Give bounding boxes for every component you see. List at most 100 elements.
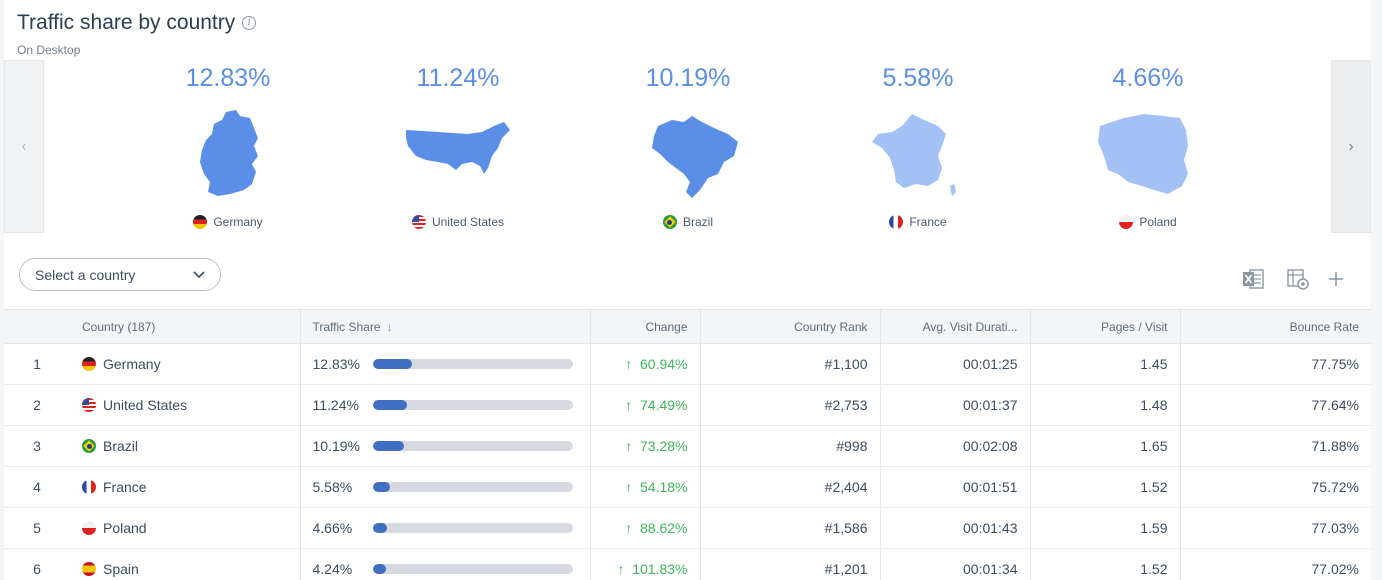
table-row[interactable]: 1 Germany 12.83% ↑ 60.94% #1,100 00:01:25 1.45… bbox=[4, 343, 1371, 385]
country-select[interactable]: Select a country bbox=[19, 258, 221, 291]
share-bar-track bbox=[372, 359, 573, 369]
row-country-rank: #2,404 bbox=[700, 466, 881, 508]
row-pages-per-visit: 1.48 bbox=[1030, 384, 1181, 426]
row-pages-per-visit: 1.52 bbox=[1030, 548, 1181, 580]
table-row[interactable]: 6 Spain 4.24% ↑ 101.83% #1,201 00:01:34 1.52 77… bbox=[4, 548, 1371, 580]
country-rank-column-header[interactable]: Country Rank bbox=[700, 309, 881, 344]
row-country-name[interactable]: Poland bbox=[103, 520, 147, 536]
map-share-value: 5.58% bbox=[882, 64, 954, 92]
map-share-value: 10.19% bbox=[645, 64, 731, 92]
carousel-prev-button[interactable]: ‹ bbox=[4, 60, 44, 233]
table-row[interactable]: 2 United States 11.24% ↑ 74.49% #2,753 00:01:… bbox=[4, 384, 1371, 426]
brazil-map-icon bbox=[652, 116, 738, 198]
row-country[interactable]: France bbox=[70, 466, 301, 508]
change-column-header[interactable]: Change bbox=[590, 309, 701, 344]
row-traffic-share: 11.24% bbox=[300, 384, 591, 426]
chevron-left-icon: ‹ bbox=[21, 137, 27, 155]
germany-flag-icon bbox=[193, 215, 208, 229]
chevron-down-icon bbox=[193, 270, 205, 278]
row-change: ↑ 73.28% bbox=[590, 425, 701, 467]
table-settings-icon[interactable] bbox=[1285, 266, 1311, 292]
pages-per-visit-column-header[interactable]: Pages / Visit bbox=[1030, 309, 1181, 344]
row-change: ↑ 60.94% bbox=[590, 343, 701, 385]
row-country[interactable]: Poland bbox=[70, 507, 301, 549]
table-row[interactable]: 4 France 5.58% ↑ 54.18% #2,404 00:01:51 1.52 75… bbox=[4, 466, 1371, 508]
map-card-france[interactable]: 5.58% France bbox=[808, 60, 1028, 233]
row-country-rank: #2,753 bbox=[700, 384, 881, 426]
spain-flag-icon bbox=[82, 562, 96, 576]
row-country-rank: #1,586 bbox=[700, 507, 881, 549]
arrow-up-icon: ↑ bbox=[625, 397, 633, 413]
add-icon[interactable] bbox=[1323, 266, 1349, 292]
row-rank: 5 bbox=[4, 507, 70, 549]
map-country-label: Brazil bbox=[578, 215, 798, 229]
arrow-up-icon: ↑ bbox=[625, 438, 633, 454]
row-change: ↑ 54.18% bbox=[590, 466, 701, 508]
row-traffic-share: 4.24% bbox=[300, 548, 591, 580]
share-bar-fill bbox=[372, 441, 404, 451]
germany-flag-icon bbox=[82, 357, 96, 371]
row-country[interactable]: Spain bbox=[70, 548, 301, 580]
widget-title-row: Traffic share by country i bbox=[17, 11, 257, 35]
carousel-next-button[interactable]: › bbox=[1331, 60, 1371, 233]
poland-map-icon bbox=[1098, 114, 1188, 194]
row-share-value: 10.19% bbox=[312, 438, 360, 454]
united-states-flag-icon bbox=[411, 215, 426, 229]
france-flag-icon bbox=[889, 215, 904, 229]
row-change: ↑ 88.62% bbox=[590, 507, 701, 549]
share-bar-fill bbox=[372, 359, 412, 369]
share-bar-fill bbox=[372, 523, 387, 533]
row-avg-visit-duration: 00:01:43 bbox=[880, 507, 1031, 549]
rank-column-header bbox=[4, 309, 70, 344]
row-rank: 4 bbox=[4, 466, 70, 508]
share-bar-track bbox=[372, 441, 573, 451]
france-flag-icon bbox=[82, 480, 96, 494]
map-card-brazil[interactable]: 10.19% Brazil bbox=[578, 60, 798, 233]
row-bounce-rate: 71.88% bbox=[1180, 425, 1371, 467]
sort-down-arrow-icon[interactable]: ↓ bbox=[386, 319, 393, 334]
table-row[interactable]: 3 Brazil 10.19% ↑ 73.28% #998 00:02:08 1.65 71.… bbox=[4, 425, 1371, 467]
row-country-name[interactable]: Brazil bbox=[103, 438, 139, 454]
excel-export-icon[interactable] bbox=[1240, 266, 1266, 292]
row-pages-per-visit: 1.59 bbox=[1030, 507, 1181, 549]
row-country[interactable]: Brazil bbox=[70, 425, 301, 467]
share-bar-track bbox=[372, 564, 573, 574]
germany-map-icon bbox=[200, 110, 258, 196]
widget-title: Traffic share by country bbox=[17, 11, 236, 34]
map-share-value: 4.66% bbox=[1112, 64, 1184, 92]
row-country-name[interactable]: Germany bbox=[103, 356, 161, 372]
row-traffic-share: 5.58% bbox=[300, 466, 591, 508]
row-country-name[interactable]: United States bbox=[103, 397, 188, 413]
row-country[interactable]: United States bbox=[70, 384, 301, 426]
row-change: ↑ 101.83% bbox=[590, 548, 701, 580]
table-row[interactable]: 5 Poland 4.66% ↑ 88.62% #1,586 00:01:43 1.59 77… bbox=[4, 507, 1371, 549]
row-share-value: 12.83% bbox=[312, 356, 360, 372]
info-icon[interactable]: i bbox=[242, 16, 257, 30]
share-bar-track bbox=[372, 482, 573, 492]
share-bar-track bbox=[372, 400, 573, 410]
country-column-header[interactable]: Country (187) bbox=[70, 309, 301, 344]
avg-visit-duration-column-header[interactable]: Avg. Visit Durati... bbox=[880, 309, 1031, 344]
traffic-share-column-header[interactable]: Traffic Share ↓ bbox=[300, 309, 591, 344]
row-country-name[interactable]: France bbox=[103, 479, 147, 495]
map-card-germany[interactable]: 12.83% Germany bbox=[118, 60, 338, 233]
brazil-flag-icon bbox=[662, 215, 677, 229]
brazil-flag-icon bbox=[82, 439, 96, 453]
share-bar-fill bbox=[372, 564, 386, 574]
row-share-value: 4.66% bbox=[312, 520, 353, 536]
row-country-name[interactable]: Spain bbox=[103, 561, 139, 577]
bounce-rate-column-header[interactable]: Bounce Rate bbox=[1180, 309, 1371, 344]
row-bounce-rate: 77.03% bbox=[1180, 507, 1371, 549]
row-bounce-rate: 77.02% bbox=[1180, 548, 1371, 580]
row-country[interactable]: Germany bbox=[70, 343, 301, 385]
map-country-label: Poland bbox=[1038, 215, 1258, 229]
row-rank: 2 bbox=[4, 384, 70, 426]
poland-flag-icon bbox=[1119, 215, 1134, 229]
map-card-poland[interactable]: 4.66% Poland bbox=[1038, 60, 1258, 233]
poland-flag-icon bbox=[82, 521, 96, 535]
row-share-value: 5.58% bbox=[312, 479, 353, 495]
france-map-icon bbox=[872, 114, 956, 196]
widget-subtitle: On Desktop bbox=[17, 43, 81, 57]
map-card-united-states[interactable]: 11.24% United States bbox=[348, 60, 568, 233]
map-share-value: 12.83% bbox=[185, 64, 271, 92]
